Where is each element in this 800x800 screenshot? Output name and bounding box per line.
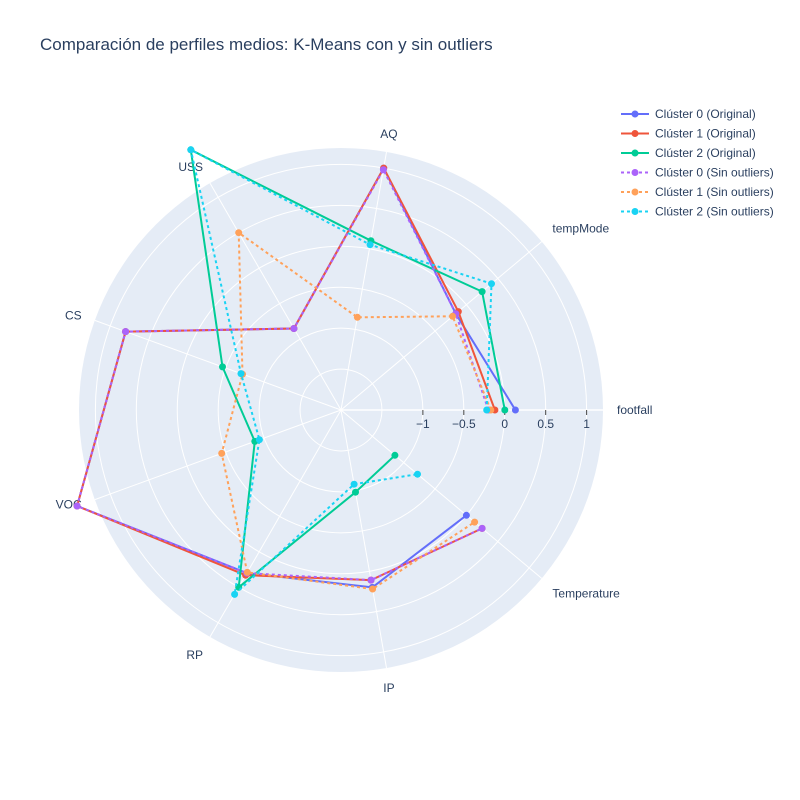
legend-label: Clúster 0 (Sin outliers) — [655, 166, 774, 180]
data-point — [414, 470, 421, 478]
angular-label-footfall: footfall — [617, 403, 652, 417]
series-5 — [187, 146, 495, 598]
radial-tick-label: −0.5 — [452, 417, 476, 431]
data-point — [501, 406, 509, 414]
data-point — [350, 480, 358, 488]
legend-item-1: Clúster 1 (Original) — [621, 127, 756, 141]
legend-swatch-marker — [631, 130, 639, 137]
data-point — [243, 568, 251, 576]
data-point — [187, 146, 195, 154]
grid-spoke — [209, 182, 342, 411]
angular-label-ip: IP — [383, 681, 394, 695]
grid-spoke — [340, 151, 387, 411]
data-point — [391, 451, 399, 459]
data-point — [367, 576, 375, 584]
radial-tick-label: −1 — [416, 417, 430, 431]
radial-tick-label: 1 — [583, 417, 590, 431]
chart-title: Comparación de perfiles medios: K-Means … — [40, 35, 493, 54]
data-point — [353, 313, 361, 321]
radial-tick-label: 0 — [501, 417, 508, 431]
legend-swatch-marker — [631, 149, 639, 157]
legend-label: Clúster 1 (Sin outliers) — [655, 185, 774, 199]
data-point — [462, 511, 470, 519]
legend-label: Clúster 2 (Sin outliers) — [655, 205, 774, 219]
data-point — [219, 363, 226, 371]
legend-item-2: Clúster 2 (Original) — [621, 146, 756, 160]
legend-label: Clúster 2 (Original) — [655, 146, 756, 160]
series-line — [220, 231, 492, 590]
radial-ticks: −1 −0.5 0 0.5 1 — [341, 409, 603, 431]
angular-label-rp: RP — [186, 648, 203, 662]
data-point — [478, 524, 486, 532]
data-point — [218, 449, 226, 457]
angular-label-uss: USS — [178, 160, 203, 174]
data-point — [483, 406, 491, 414]
grid-spoke — [340, 409, 387, 669]
data-point — [255, 436, 263, 444]
grid-spoke — [340, 241, 543, 411]
angular-label-cs: CS — [65, 309, 82, 323]
legend-swatch-marker — [631, 188, 639, 196]
grid-spoke — [340, 409, 543, 579]
data-point — [471, 518, 479, 526]
angular-axis-labels: footfalltempModeAQUSSCSVOCRPIPTemperatur… — [56, 127, 653, 695]
angular-label-tempmode: tempMode — [552, 222, 609, 236]
radial-tick-label: 0.5 — [537, 417, 554, 431]
grid-spoke — [94, 319, 342, 411]
legend-swatch-marker — [631, 110, 639, 118]
legend-item-5: Clúster 2 (Sin outliers) — [621, 205, 774, 219]
legend-item-3: Clúster 0 (Sin outliers) — [621, 166, 774, 180]
legend-label: Clúster 1 (Original) — [655, 127, 756, 141]
legend-swatch-marker — [631, 169, 639, 176]
data-point — [366, 241, 374, 249]
legend-item-0: Clúster 0 (Original) — [621, 107, 756, 121]
data-point — [352, 488, 359, 496]
legend-item-4: Clúster 1 (Sin outliers) — [621, 185, 774, 199]
data-point — [369, 585, 377, 593]
angular-label-temperature: Temperature — [552, 586, 620, 600]
grid-spoke — [209, 409, 342, 638]
legend-swatch-marker — [631, 208, 639, 215]
data-point — [478, 288, 486, 296]
grid-spoke — [94, 409, 342, 501]
angular-label-aq: AQ — [380, 127, 397, 141]
data-point — [237, 370, 245, 378]
data-point — [379, 166, 387, 174]
data-point — [511, 406, 519, 414]
data-point — [122, 328, 130, 336]
data-point — [488, 280, 495, 288]
legend-label: Clúster 0 (Original) — [655, 107, 756, 121]
legend: Clúster 0 (Original) Clúster 1 (Original)… — [621, 107, 774, 219]
series-layer — [73, 146, 519, 598]
data-point — [290, 325, 298, 332]
data-point — [73, 502, 81, 510]
data-point — [449, 312, 457, 320]
data-point — [231, 590, 239, 598]
data-point — [235, 229, 243, 237]
